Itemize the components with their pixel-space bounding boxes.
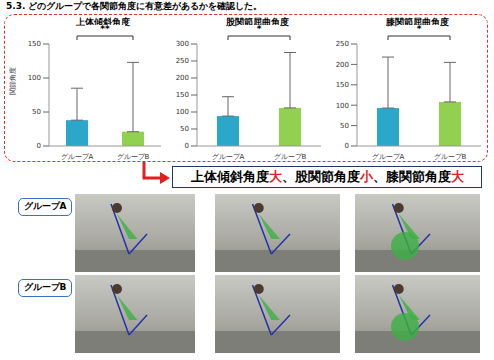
html-text:上体傾斜角度: 上体傾斜角度 — [76, 17, 130, 27]
html-text:上体傾斜角度大、股関節角度小、膝関節角度大: 上体傾斜角度大、股関節角度小、膝関節角度大 — [190, 169, 464, 184]
svg-text:グループA: グループA — [372, 153, 405, 160]
svg-text:0: 0 — [185, 142, 189, 150]
svg-text:グループB: グループB — [117, 153, 150, 160]
svg-text:150: 150 — [28, 40, 41, 48]
svg-text:150: 150 — [176, 91, 189, 99]
html-text:グループB: グループB — [23, 282, 67, 292]
svg-text:50: 50 — [340, 122, 349, 130]
svg-text:グループB: グループB — [434, 153, 467, 160]
svg-text:200: 200 — [176, 74, 189, 82]
svg-text:200: 200 — [336, 61, 349, 69]
svg-text:50: 50 — [32, 108, 41, 116]
svg-text:100: 100 — [336, 102, 349, 110]
svg-text:0: 0 — [345, 142, 349, 150]
svg-text:関節角度: 関節角度 — [9, 67, 17, 95]
svg-text:0: 0 — [37, 142, 41, 150]
svg-text:250: 250 — [176, 57, 189, 65]
svg-text:150: 150 — [336, 81, 349, 89]
svg-text:50: 50 — [180, 125, 189, 133]
html-text:膝関節屈曲角度: 膝関節屈曲角度 — [385, 17, 449, 27]
svg-text:グループA: グループA — [61, 153, 94, 160]
svg-text:300: 300 — [176, 40, 189, 48]
svg-text:グループA: グループA — [212, 153, 245, 160]
html-text:股関節屈曲角度: 股関節屈曲角度 — [225, 17, 289, 27]
html-text:グループA: グループA — [23, 201, 67, 211]
svg-text:グループB: グループB — [274, 153, 307, 160]
svg-text:100: 100 — [28, 74, 41, 82]
html-text:5.3. どのグループで各関節角度に有意差があるかを確認した: 5.3. どのグループで各関節角度に有意差があるかを確認した。 — [6, 1, 263, 11]
svg-text:100: 100 — [176, 108, 189, 116]
svg-text:250: 250 — [336, 40, 349, 48]
